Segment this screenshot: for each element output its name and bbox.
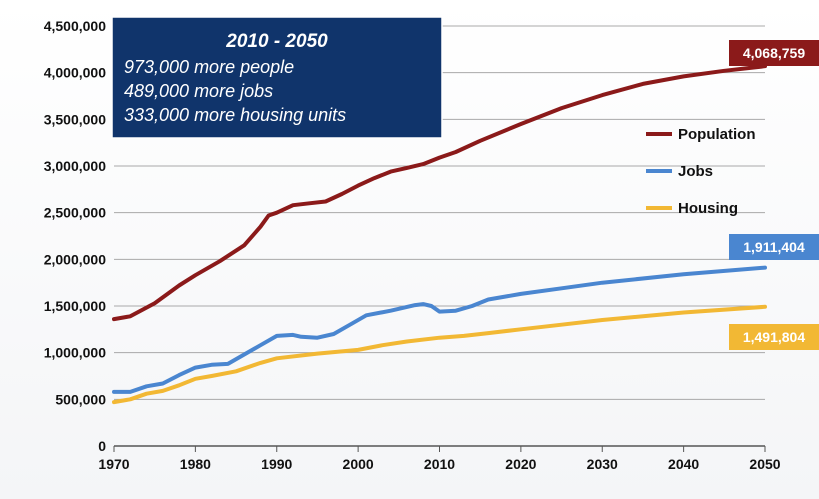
legend-label-jobs: Jobs xyxy=(678,163,713,180)
info-box: 2010 - 2050 973,000 more people 489,000 … xyxy=(111,16,443,139)
legend-label-housing: Housing xyxy=(678,200,738,217)
info-box-line-housing: 333,000 more housing units xyxy=(124,105,346,125)
y-tick-label: 1,500,000 xyxy=(44,298,106,314)
x-tick-label: 2010 xyxy=(424,456,455,472)
series-line-population xyxy=(112,64,767,322)
series-lines xyxy=(112,64,767,405)
end-value-callouts: 4,068,759 1,911,404 1,491,804 xyxy=(729,40,819,350)
y-tick-label: 3,000,000 xyxy=(44,158,106,174)
info-box-background xyxy=(111,16,443,139)
series-line-jobs xyxy=(112,265,767,394)
callout-jobs-bg xyxy=(729,234,819,260)
y-tick-label: 500,000 xyxy=(55,391,106,407)
legend: Population Jobs Housing xyxy=(646,126,756,217)
series-line-housing xyxy=(112,304,767,405)
x-tick-label: 2040 xyxy=(668,456,699,472)
x-tick-label: 2030 xyxy=(587,456,618,472)
y-tick-label: 3,500,000 xyxy=(44,111,106,127)
x-tick-label: 1970 xyxy=(98,456,129,472)
x-tick-label: 2020 xyxy=(505,456,536,472)
x-tick-label: 2000 xyxy=(343,456,374,472)
axes: 0 500,000 1,000,000 1,500,000 2,000,000 2,500… xyxy=(44,18,781,472)
y-tick-label: 4,000,000 xyxy=(44,65,106,81)
info-box-line-people: 973,000 more people xyxy=(124,57,294,77)
info-box-line-jobs: 489,000 more jobs xyxy=(124,81,273,101)
x-tick-label: 1990 xyxy=(261,456,292,472)
legend-label-population: Population xyxy=(678,126,756,143)
callout-housing-label: 1,491,804 xyxy=(743,329,805,345)
callout-housing-bg xyxy=(729,324,819,350)
y-tick-label: 2,000,000 xyxy=(44,251,106,267)
info-box-title: 2010 - 2050 xyxy=(225,31,328,52)
y-tick-label: 1,000,000 xyxy=(44,345,106,361)
callout-population-bg xyxy=(729,40,819,66)
y-tick-label: 0 xyxy=(98,438,106,454)
callout-population-label: 4,068,759 xyxy=(743,45,805,61)
y-tick-label: 4,500,000 xyxy=(44,18,106,34)
y-tick-label: 2,500,000 xyxy=(44,205,106,221)
x-tick-label: 1980 xyxy=(180,456,211,472)
x-tick-label: 2050 xyxy=(749,456,780,472)
callout-jobs-label: 1,911,404 xyxy=(743,239,805,255)
